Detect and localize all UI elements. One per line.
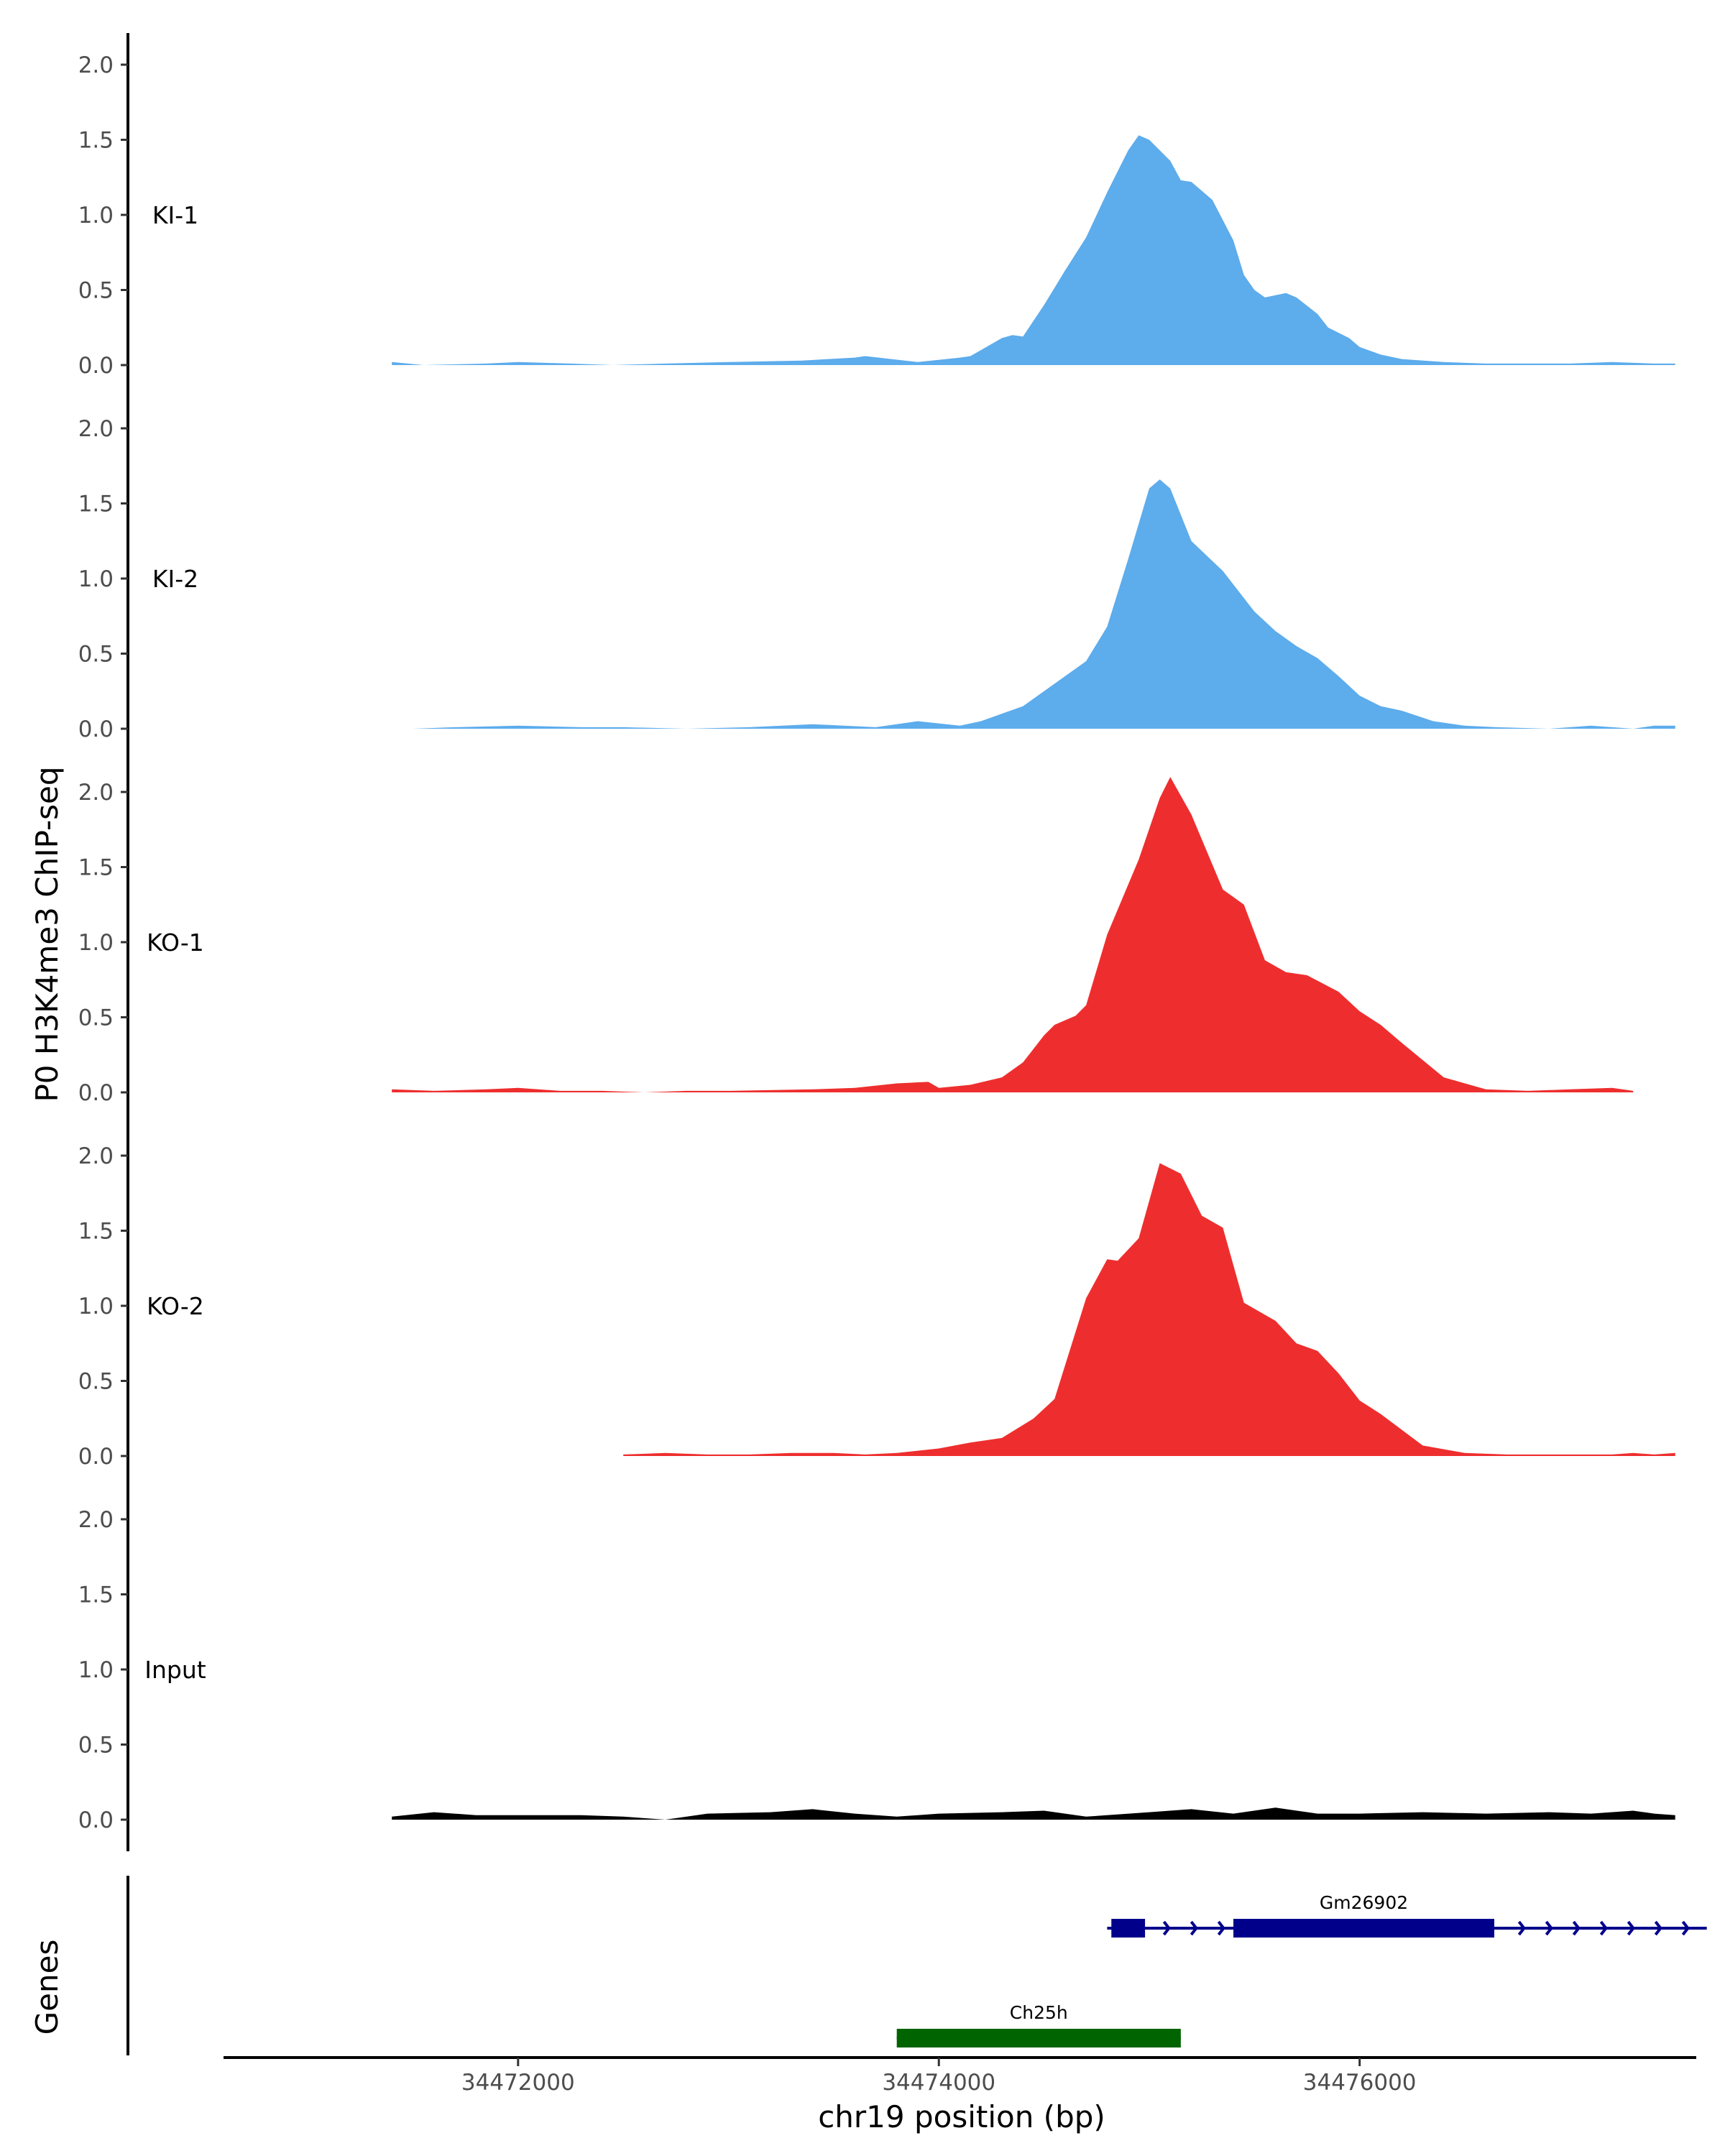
- y-tick-label: 0.5: [78, 642, 114, 668]
- y-tick-label: 0.0: [78, 1444, 114, 1470]
- y-tick-label: 0.0: [78, 353, 114, 379]
- tracks-layer: 0.00.51.01.52.0KI-10.00.51.01.52.0KI-20.…: [78, 33, 1675, 1851]
- gene-label: Gm26902: [1320, 1892, 1408, 1913]
- track-label: KI-2: [152, 565, 198, 593]
- gene-exon: [896, 2029, 1181, 2047]
- y-tick-label: 1.5: [78, 1219, 114, 1245]
- strand-chevron: [1654, 1920, 1662, 1936]
- x-tick-label: 34472000: [461, 2070, 575, 2096]
- strand-chevron: [1190, 1920, 1198, 1936]
- track-label: KO-2: [147, 1292, 204, 1320]
- y-tick-label: 1.0: [78, 566, 114, 592]
- y-tick-label: 0.5: [78, 278, 114, 304]
- coverage-area-ki-1: [392, 135, 1675, 365]
- coverage-area-ko-2: [623, 1163, 1675, 1456]
- y-tick-label: 2.0: [78, 780, 114, 806]
- track-ko-1: 0.0 0.5 1.0 1.5 2.0 KO-1: [78, 760, 1634, 1124]
- coverage-area-ko-1: [392, 777, 1634, 1092]
- gene-ch25h: Ch25h: [896, 2002, 1181, 2047]
- strand-chevron: [1517, 1920, 1526, 1936]
- gene-exon: [1111, 1919, 1146, 1938]
- strand-chevron: [1627, 1920, 1635, 1936]
- strand-chevron: [1681, 1920, 1690, 1936]
- y-tick-label: 0.0: [78, 1080, 114, 1106]
- y-axis-title: P0 H3K4me3 ChIP-seq: [29, 766, 65, 1102]
- coverage-area-ki-2: [413, 479, 1675, 729]
- y-tick-label: 0.0: [78, 1807, 114, 1833]
- y-tick-label: 1.5: [78, 1583, 114, 1608]
- y-tick-label: 2.0: [78, 416, 114, 442]
- strand-chevron: [1217, 1920, 1225, 1936]
- track-input: 0.0 0.5 1.0 1.5 2.0 Input: [78, 1488, 1675, 1851]
- strand-chevron: [1162, 1920, 1171, 1936]
- y-tick-label: 1.0: [78, 930, 114, 956]
- track-label: KI-1: [152, 201, 198, 229]
- y-tick-label: 0.0: [78, 717, 114, 742]
- x-axis-title: chr19 position (bp): [818, 2099, 1105, 2134]
- strand-chevron: [1545, 1920, 1553, 1936]
- y-tick-label: 0.5: [78, 1733, 114, 1759]
- y-tick-label: 1.0: [78, 1657, 114, 1683]
- y-tick-label: 1.5: [78, 128, 114, 154]
- track-ki-2: 0.0 0.5 1.0 1.5 2.0 KI-2: [78, 397, 1675, 760]
- strand-chevron: [1572, 1920, 1581, 1936]
- coverage-area-input: [392, 1807, 1675, 1820]
- gene-label: Ch25h: [1010, 2002, 1068, 2023]
- track-label: Input: [144, 1656, 206, 1684]
- y-tick-label: 1.0: [78, 1294, 114, 1319]
- y-tick-label: 1.5: [78, 855, 114, 881]
- y-tick-label: 2.0: [78, 1507, 114, 1533]
- track-ki-1: 0.0 0.5 1.0 1.5 2.0 KI-1: [78, 33, 1675, 397]
- gene-exon: [1233, 1919, 1494, 1938]
- y-tick-label: 0.5: [78, 1005, 114, 1031]
- genes-panel-title: Genes: [29, 1940, 65, 2035]
- gene-gm26902: Gm26902: [1107, 1892, 1707, 1938]
- y-tick-label: 2.0: [78, 52, 114, 78]
- x-tick-label: 34476000: [1303, 2070, 1417, 2096]
- y-tick-label: 2.0: [78, 1143, 114, 1169]
- genes-panel: Ch25h Gm26902: [126, 1876, 1707, 2055]
- y-tick-label: 1.0: [78, 203, 114, 229]
- y-tick-label: 0.5: [78, 1369, 114, 1395]
- y-tick-label: 1.5: [78, 492, 114, 517]
- strand-chevron: [1599, 1920, 1608, 1936]
- track-ko-2: 0.0 0.5 1.0 1.5 2.0 KO-2: [78, 1124, 1675, 1488]
- track-label: KO-1: [147, 929, 204, 957]
- x-axis: 34472000 34474000 34476000: [224, 2056, 1696, 2096]
- x-tick-label: 34474000: [882, 2070, 995, 2096]
